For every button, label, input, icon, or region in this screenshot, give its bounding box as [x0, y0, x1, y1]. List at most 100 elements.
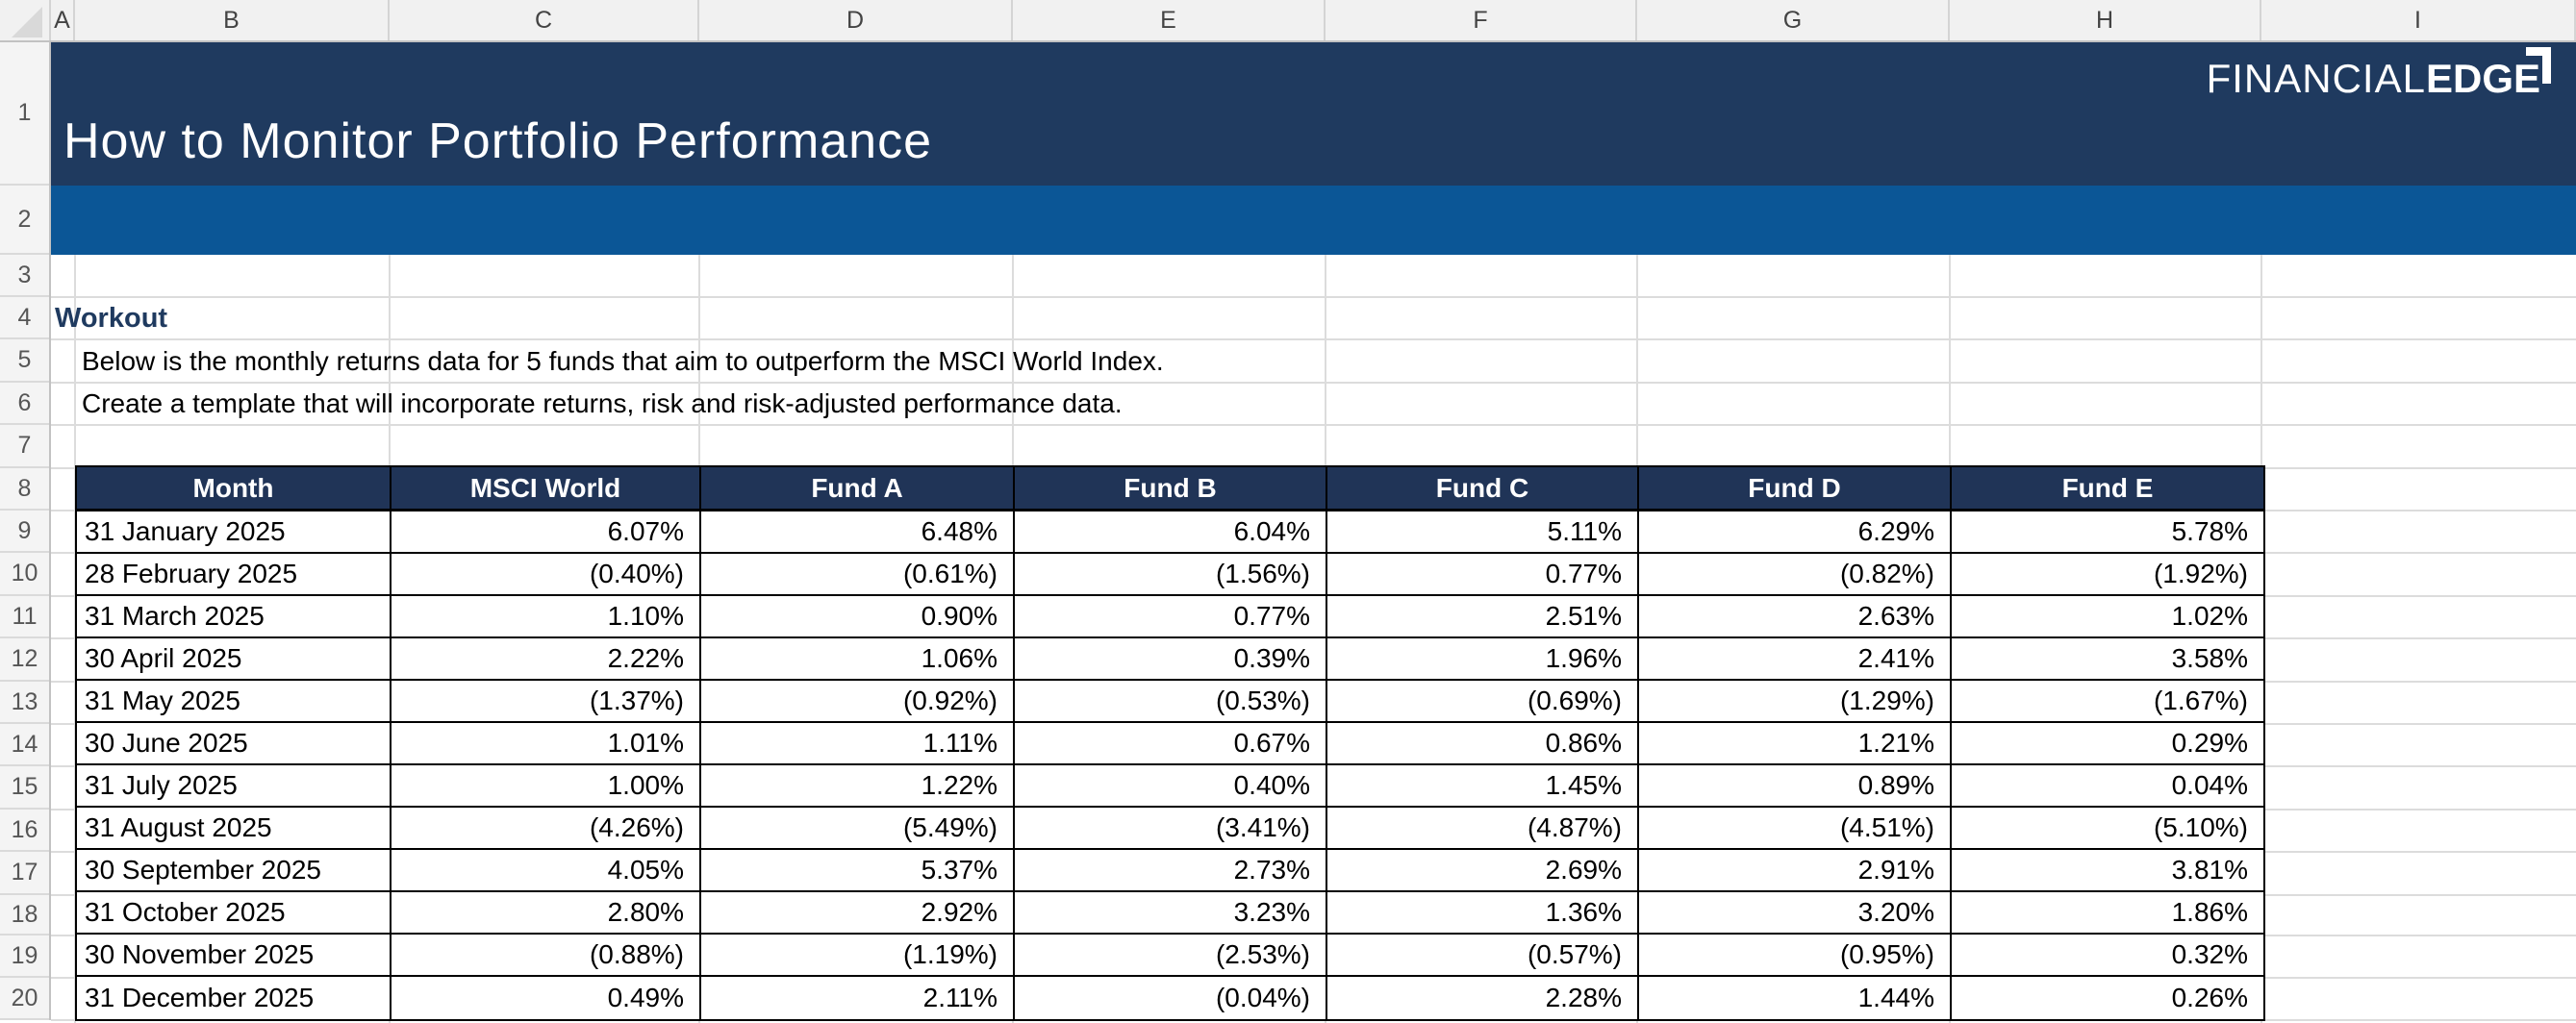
subtitle-banner-cell[interactable] — [51, 186, 2576, 255]
row-header-3[interactable]: 3 — [0, 255, 49, 297]
row-header-17[interactable]: 17 — [0, 852, 49, 895]
table-cell-value[interactable]: 1.11% — [701, 723, 1015, 765]
table-cell-value[interactable]: (3.41%) — [1015, 808, 1327, 850]
table-cell-value[interactable]: 2.63% — [1639, 596, 1952, 638]
table-cell-value[interactable]: (0.82%) — [1639, 554, 1952, 596]
table-cell-value[interactable]: 1.21% — [1639, 723, 1952, 765]
table-cell-value[interactable]: 1.10% — [391, 596, 701, 638]
table-cell-value[interactable]: 0.04% — [1952, 765, 2263, 808]
table-header-fund-d[interactable]: Fund D — [1639, 467, 1952, 512]
table-cell-value[interactable]: 5.78% — [1952, 512, 2263, 554]
cell-workout-heading[interactable]: Workout — [55, 302, 168, 334]
table-cell-value[interactable]: 0.77% — [1015, 596, 1327, 638]
table-cell-value[interactable]: (0.92%) — [701, 681, 1015, 723]
table-cell-value[interactable]: 2.91% — [1639, 850, 1952, 892]
table-cell-month[interactable]: 31 October 2025 — [77, 892, 391, 935]
table-cell-value[interactable]: 5.37% — [701, 850, 1015, 892]
table-cell-value[interactable]: (1.19%) — [701, 935, 1015, 977]
table-header-msci-world[interactable]: MSCI World — [391, 467, 701, 512]
table-cell-value[interactable]: 1.86% — [1952, 892, 2263, 935]
table-cell-month[interactable]: 30 June 2025 — [77, 723, 391, 765]
table-cell-value[interactable]: (0.40%) — [391, 554, 701, 596]
table-cell-value[interactable]: 0.67% — [1015, 723, 1327, 765]
table-cell-value[interactable]: 1.00% — [391, 765, 701, 808]
table-cell-value[interactable]: (0.57%) — [1327, 935, 1639, 977]
row-header-20[interactable]: 20 — [0, 978, 49, 1020]
cell-instruction-line-1[interactable]: Below is the monthly returns data for 5 … — [82, 345, 1164, 376]
column-header-D[interactable]: D — [699, 0, 1013, 40]
row-header-7[interactable]: 7 — [0, 425, 49, 468]
row-header-11[interactable]: 11 — [0, 596, 49, 638]
table-cell-value[interactable]: 2.51% — [1327, 596, 1639, 638]
select-all-corner[interactable] — [0, 0, 51, 40]
row-header-2[interactable]: 2 — [0, 186, 49, 255]
table-cell-value[interactable]: 1.22% — [701, 765, 1015, 808]
table-cell-value[interactable]: 6.04% — [1015, 512, 1327, 554]
column-header-F[interactable]: F — [1326, 0, 1637, 40]
table-cell-value[interactable]: (1.29%) — [1639, 681, 1952, 723]
table-cell-value[interactable]: (4.87%) — [1327, 808, 1639, 850]
table-cell-month[interactable]: 31 December 2025 — [77, 977, 391, 1019]
table-cell-value[interactable]: 1.45% — [1327, 765, 1639, 808]
table-cell-value[interactable]: (4.26%) — [391, 808, 701, 850]
table-cell-value[interactable]: 1.02% — [1952, 596, 2263, 638]
table-cell-value[interactable]: (0.04%) — [1015, 977, 1327, 1019]
column-header-A[interactable]: A — [51, 0, 75, 40]
column-header-G[interactable]: G — [1637, 0, 1950, 40]
table-cell-value[interactable]: 1.06% — [701, 638, 1015, 681]
table-cell-month[interactable]: 31 March 2025 — [77, 596, 391, 638]
row-header-10[interactable]: 10 — [0, 553, 49, 596]
table-cell-value[interactable]: 0.26% — [1952, 977, 2263, 1019]
table-cell-month[interactable]: 30 September 2025 — [77, 850, 391, 892]
row-header-14[interactable]: 14 — [0, 724, 49, 766]
table-cell-value[interactable]: (0.53%) — [1015, 681, 1327, 723]
table-cell-month[interactable]: 28 February 2025 — [77, 554, 391, 596]
table-cell-value[interactable]: (0.88%) — [391, 935, 701, 977]
table-cell-value[interactable]: 1.96% — [1327, 638, 1639, 681]
table-cell-value[interactable]: 6.48% — [701, 512, 1015, 554]
table-cell-value[interactable]: 3.58% — [1952, 638, 2263, 681]
table-cell-value[interactable]: 6.07% — [391, 512, 701, 554]
table-cell-value[interactable]: 3.81% — [1952, 850, 2263, 892]
table-cell-value[interactable]: (0.95%) — [1639, 935, 1952, 977]
table-cell-value[interactable]: 5.11% — [1327, 512, 1639, 554]
table-cell-value[interactable]: 0.49% — [391, 977, 701, 1019]
column-header-H[interactable]: H — [1950, 0, 2261, 40]
table-cell-value[interactable]: 0.89% — [1639, 765, 1952, 808]
table-cell-value[interactable]: 2.73% — [1015, 850, 1327, 892]
row-header-13[interactable]: 13 — [0, 682, 49, 724]
table-cell-value[interactable]: 2.80% — [391, 892, 701, 935]
column-header-E[interactable]: E — [1013, 0, 1326, 40]
table-cell-value[interactable]: 4.05% — [391, 850, 701, 892]
table-cell-value[interactable]: (0.61%) — [701, 554, 1015, 596]
table-cell-month[interactable]: 31 May 2025 — [77, 681, 391, 723]
title-banner-cell[interactable]: How to Monitor Portfolio Performance FIN… — [51, 42, 2576, 186]
table-cell-value[interactable]: (4.51%) — [1639, 808, 1952, 850]
row-header-6[interactable]: 6 — [0, 383, 49, 425]
table-cell-value[interactable]: 0.77% — [1327, 554, 1639, 596]
table-cell-value[interactable]: (5.49%) — [701, 808, 1015, 850]
column-header-C[interactable]: C — [390, 0, 699, 40]
row-header-15[interactable]: 15 — [0, 766, 49, 810]
table-cell-value[interactable]: (1.56%) — [1015, 554, 1327, 596]
table-cell-month[interactable]: 31 July 2025 — [77, 765, 391, 808]
table-cell-value[interactable]: 2.69% — [1327, 850, 1639, 892]
table-cell-value[interactable]: 1.36% — [1327, 892, 1639, 935]
row-header-19[interactable]: 19 — [0, 936, 49, 978]
table-cell-value[interactable]: 2.92% — [701, 892, 1015, 935]
table-cell-value[interactable]: (5.10%) — [1952, 808, 2263, 850]
table-cell-value[interactable]: (1.92%) — [1952, 554, 2263, 596]
table-cell-month[interactable]: 31 January 2025 — [77, 512, 391, 554]
table-cell-value[interactable]: 0.86% — [1327, 723, 1639, 765]
row-header-16[interactable]: 16 — [0, 810, 49, 852]
row-header-9[interactable]: 9 — [0, 511, 49, 553]
row-header-1[interactable]: 1 — [0, 42, 49, 186]
table-cell-value[interactable]: 0.29% — [1952, 723, 2263, 765]
table-cell-value[interactable]: (1.37%) — [391, 681, 701, 723]
table-cell-value[interactable]: 0.90% — [701, 596, 1015, 638]
table-cell-value[interactable]: 0.40% — [1015, 765, 1327, 808]
table-cell-month[interactable]: 31 August 2025 — [77, 808, 391, 850]
table-cell-value[interactable]: (0.69%) — [1327, 681, 1639, 723]
table-cell-value[interactable]: 0.32% — [1952, 935, 2263, 977]
table-cell-value[interactable]: 1.44% — [1639, 977, 1952, 1019]
